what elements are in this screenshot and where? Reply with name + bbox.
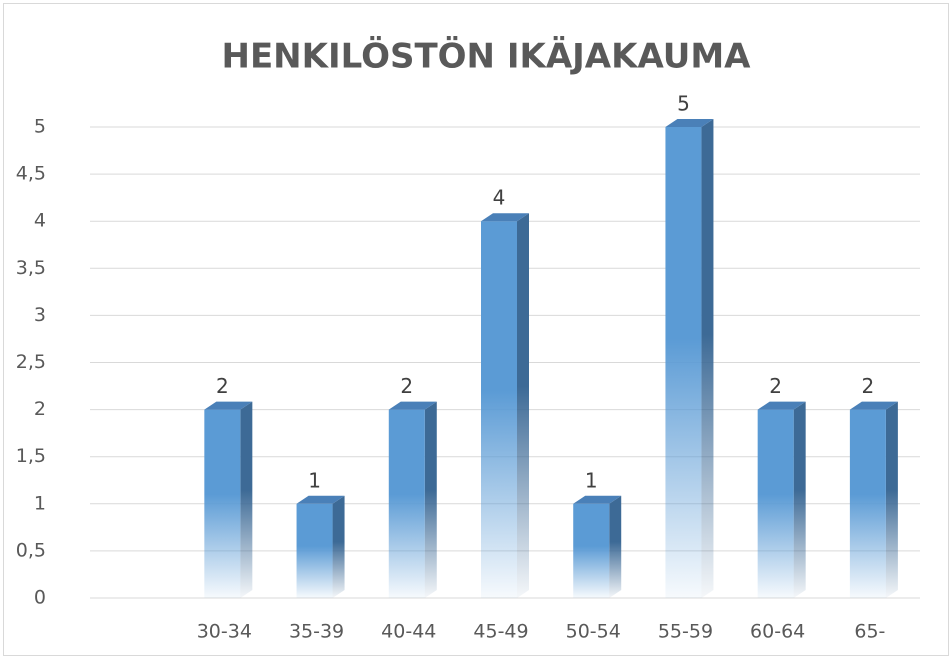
y-tick-label: 2,5 <box>16 351 46 373</box>
bar <box>849 409 886 598</box>
x-tick-label: 30-34 <box>197 621 252 643</box>
bar-top <box>757 401 806 410</box>
x-tick-label: 50-54 <box>566 621 621 643</box>
data-label: 4 <box>493 186 506 210</box>
bar <box>665 127 702 598</box>
x-tick-label: 35-39 <box>289 621 344 643</box>
bar-top <box>204 401 253 410</box>
bar <box>204 409 241 598</box>
bar <box>388 409 425 598</box>
chart-frame <box>3 3 949 656</box>
data-label: 1 <box>308 468 321 492</box>
bar-side <box>609 495 622 598</box>
x-tick-label: 40-44 <box>381 621 436 643</box>
bar-top <box>573 495 622 504</box>
bar-top <box>388 401 437 410</box>
y-tick-label: 4 <box>34 210 46 232</box>
bar-top <box>481 213 529 222</box>
y-tick-label: 3 <box>34 304 46 326</box>
data-label: 2 <box>400 374 413 398</box>
data-label: 5 <box>677 92 690 116</box>
bar-side <box>517 213 529 598</box>
y-tick-label: 3,5 <box>16 257 46 279</box>
data-label: 2 <box>862 374 875 398</box>
x-tick-label: 60-64 <box>750 621 805 643</box>
bar <box>573 503 610 598</box>
y-tick-label: 4,5 <box>16 163 46 185</box>
y-tick-label: 1 <box>34 492 46 514</box>
bar-side <box>701 119 714 598</box>
bar-side <box>240 401 253 598</box>
y-tick-label: 0,5 <box>16 539 46 561</box>
bar-side <box>424 401 437 598</box>
bar-side <box>885 401 898 598</box>
bar-side <box>332 495 345 598</box>
x-tick-label: 65- <box>854 621 885 643</box>
data-label: 2 <box>216 374 229 398</box>
bar-top <box>665 119 714 127</box>
x-tick-label: 45-49 <box>473 621 528 643</box>
bar-top <box>849 401 898 410</box>
y-tick-label: 2 <box>34 398 46 420</box>
y-tick-label: 0 <box>34 587 46 609</box>
bar <box>481 221 517 598</box>
bar <box>757 409 794 598</box>
chart-title: HENKILÖSTÖN IKÄJAKAUMA <box>221 36 751 77</box>
bar-top <box>296 495 345 504</box>
x-tick-label: 55-59 <box>658 621 713 643</box>
y-tick-label: 1,5 <box>16 445 46 467</box>
bar <box>296 503 333 598</box>
data-label: 1 <box>585 468 598 492</box>
y-tick-label: 5 <box>34 116 46 138</box>
data-label: 2 <box>769 374 782 398</box>
bar-side <box>793 401 806 598</box>
